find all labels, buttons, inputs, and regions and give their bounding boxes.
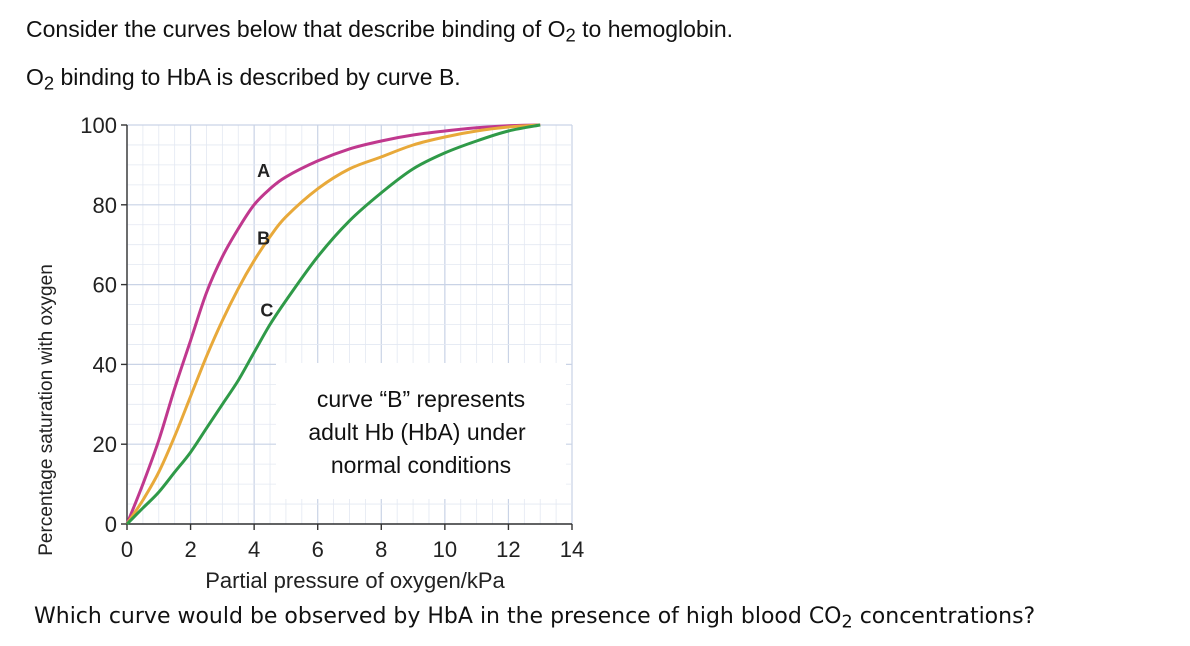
annotation-box — [276, 363, 566, 499]
oxygen-dissociation-chart: A B C curve “B” represents adult Hb (HbA) … — [36, 113, 584, 593]
x-tick-label: 10 — [433, 537, 457, 562]
y-axis-label: Percentage saturation with oxygen — [36, 264, 57, 556]
curve-label-b: B — [257, 229, 270, 249]
curve-label-c: C — [260, 301, 273, 321]
curve-a — [125, 123, 541, 525]
x-tick-label: 6 — [312, 537, 324, 562]
x-axis-label: Partial pressure of oxygen/kPa — [205, 568, 505, 593]
intro-line: Consider the curves below that describe … — [26, 16, 733, 47]
question-line: Which curve would be observed by HbA in … — [34, 604, 1035, 632]
y-tick-label: 0 — [105, 512, 117, 537]
y-tick-label: 80 — [93, 193, 117, 218]
annotation-line-3: normal conditions — [331, 452, 511, 478]
annotation-line-1: curve “B” represents — [317, 386, 525, 412]
o2-subscript: 2 — [565, 24, 576, 46]
question-text-start: Which curve would be observed by HbA in … — [34, 604, 842, 629]
co2-subscript: 2 — [841, 612, 853, 633]
question-text-end: concentrations? — [852, 604, 1036, 629]
x-tick-label: 2 — [184, 537, 196, 562]
hba-text-start: O — [26, 64, 44, 90]
hba-statement: O2 binding to HbA is described by curve … — [26, 64, 461, 95]
annotation-line-2: adult Hb (HbA) under — [308, 419, 526, 445]
chart-tick-labels: 0 20 40 60 80 100 0 2 4 6 8 10 12 14 — [80, 113, 584, 562]
y-tick-label: 40 — [93, 352, 117, 377]
chart-curves: A B C — [125, 123, 541, 526]
curve-c — [125, 123, 541, 526]
intro-text-end: to hemoglobin. — [575, 16, 734, 42]
x-tick-label: 14 — [560, 537, 584, 562]
x-tick-label: 4 — [248, 537, 260, 562]
hba-text-end: binding to HbA is described by curve B. — [54, 64, 461, 90]
o2-subscript: 2 — [43, 72, 55, 94]
curve-label-a: A — [257, 161, 270, 181]
x-tick-label: 12 — [496, 537, 520, 562]
curve-b — [125, 123, 541, 525]
intro-text: Consider the curves below that describe … — [26, 16, 566, 42]
x-tick-label: 0 — [121, 537, 133, 562]
y-tick-label: 100 — [80, 113, 117, 138]
y-tick-label: 20 — [93, 432, 117, 457]
chart-axes — [121, 124, 573, 530]
x-tick-label: 8 — [375, 537, 387, 562]
y-tick-label: 60 — [93, 273, 117, 298]
